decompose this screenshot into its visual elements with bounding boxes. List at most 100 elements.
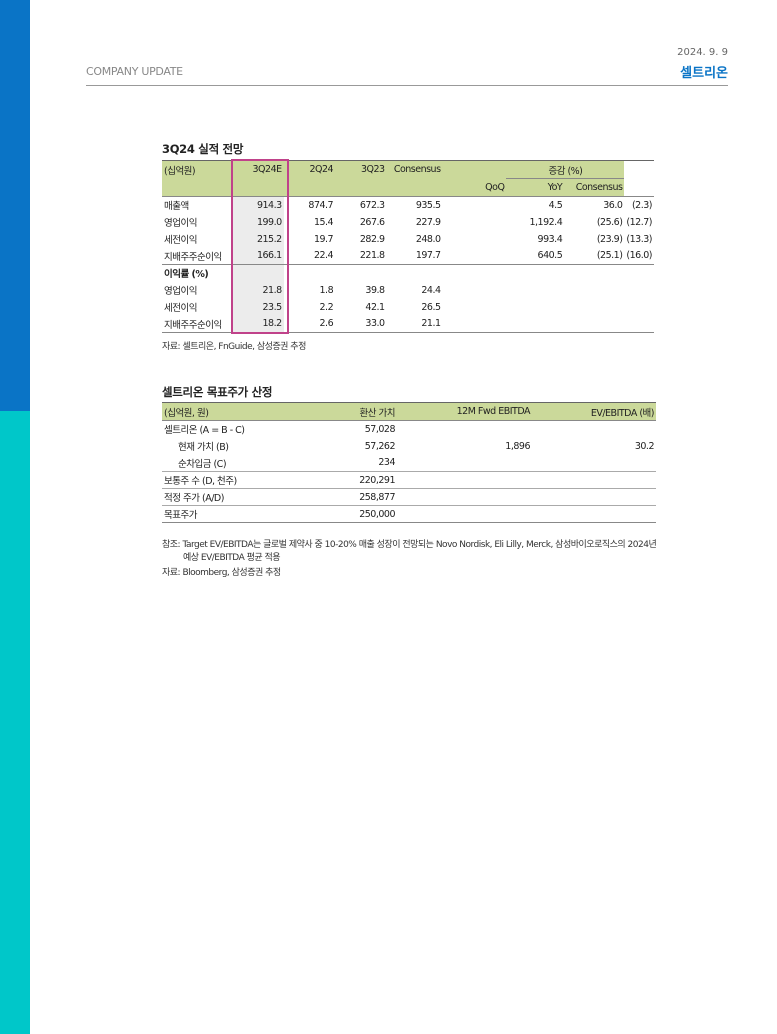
table-cell (532, 421, 656, 438)
table-cell: 30.2 (634, 440, 655, 452)
highlight-box (231, 159, 289, 334)
table-cell: 282.9 (359, 233, 385, 245)
table-cell (397, 421, 532, 438)
table-cell: 셀트리온 (A = B - C) (164, 425, 245, 437)
table-row: 목표주가 250,000 (162, 506, 656, 523)
col-header: 3Q24E (230, 160, 284, 179)
col-header: 2Q24 (283, 160, 336, 179)
table-cell: 영업이익 (164, 286, 197, 297)
table-cell: 57,262 (364, 440, 396, 452)
table-cell: 18.2 (230, 315, 284, 333)
table-cell (532, 455, 656, 472)
table-cell: (23.9) (596, 233, 623, 245)
table-cell (443, 214, 507, 231)
table-cell: 248.0 (415, 233, 441, 245)
table2-title: 셀트리온 목표주가 산정 (162, 385, 273, 399)
table-row: 영업이익 199.0 15.4 267.6 227.9 1,192.4 (25.6) (12.… (162, 213, 654, 231)
table-cell: 39.8 (365, 284, 385, 296)
col-header: (십억원, 원) (162, 402, 292, 421)
table-row: 적정 주가 (A/D) 258,877 (162, 489, 656, 506)
section-row: 이익률 (%) (162, 264, 654, 282)
table-cell (506, 299, 564, 316)
table-cell: 672.3 (359, 199, 385, 211)
table-cell (532, 472, 656, 489)
side-bar-bottom (0, 411, 30, 1034)
table-row: 세전이익 23.5 2.2 42.1 26.5 (162, 298, 654, 316)
table-cell (624, 316, 654, 333)
table-cell: 현재 가치 (B) (178, 442, 229, 453)
table2-source: 자료: Bloomberg, 삼성증권 추정 (162, 568, 281, 578)
table-cell: 935.5 (415, 199, 441, 211)
table-row: 셀트리온 (A = B - C) 57,028 (162, 421, 656, 438)
col-header: 12M Fwd EBITDA (397, 402, 532, 421)
table-cell (506, 265, 564, 282)
table-cell: 19.7 (313, 233, 334, 245)
table-cell: 993.4 (537, 233, 563, 245)
table-cell (397, 506, 532, 523)
table-cell (443, 299, 507, 316)
table-cell: (25.1) (596, 250, 623, 262)
table-cell: 24.4 (421, 284, 441, 296)
table-cell: (13.3) (626, 233, 652, 245)
section-label: COMPANY UPDATE (86, 65, 183, 78)
table-cell: 순차입금 (C) (178, 458, 227, 470)
table-cell: 영업이익 (164, 218, 197, 229)
table-cell: 640.5 (537, 250, 563, 262)
unit-label: (십억원) (162, 160, 231, 179)
table-cell: 220,291 (359, 474, 395, 486)
table-cell (443, 231, 507, 248)
table-row: 세전이익 215.2 19.7 282.9 248.0 993.4 (23.9) (13.3) (162, 230, 654, 248)
table-cell: 2.6 (319, 318, 334, 330)
table-cell (532, 506, 656, 523)
table-cell: 197.7 (415, 250, 441, 262)
col-header: EV/EBITDA (배) (532, 402, 656, 421)
table-row: 현재 가치 (B) 57,262 1,896 30.2 (162, 438, 656, 455)
table1-source: 자료: 셀트리온, FnGuide, 삼성증권 추정 (162, 342, 306, 352)
table-cell (506, 282, 564, 299)
table-cell (532, 489, 656, 506)
table-cell (506, 316, 564, 333)
table-cell: (16.0) (626, 250, 652, 262)
table-cell: 42.1 (365, 301, 385, 313)
table-cell: 33.0 (365, 318, 385, 330)
table-cell: 914.3 (230, 196, 284, 214)
table-cell: 1,896 (505, 440, 530, 452)
table-cell (564, 316, 624, 333)
company-name: 셀트리온 (680, 66, 728, 81)
table-row: 순차입금 (C) 234 (162, 455, 656, 472)
table-cell: 221.8 (359, 250, 385, 262)
table-row: 지배주주순이익 166.1 22.4 221.8 197.7 640.5 (25.1) (16… (162, 247, 654, 265)
col-header: QoQ (442, 178, 507, 197)
report-date: 2024. 9. 9 (677, 47, 728, 58)
table-cell: 2.2 (319, 301, 334, 313)
table-cell (443, 197, 507, 214)
table2-note: 참조: Target EV/EBITDA는 글로벌 제약사 중 10-20% 매… (162, 540, 657, 550)
table-cell: 258,877 (359, 491, 395, 503)
table-cell: 1,192.4 (529, 216, 563, 228)
table-cell: (25.6) (596, 216, 623, 228)
table-cell: 목표주가 (164, 510, 197, 521)
earnings-table: (십억원) 3Q24E 2Q24 3Q23 Consensus 증감 (%) QoQ YoY… (162, 160, 654, 333)
table-cell: 21.1 (421, 318, 441, 330)
table-cell: 36.0 (603, 199, 623, 211)
table-row: 매출액 914.3 874.7 672.3 935.5 4.5 36.0 (2.3) (162, 196, 654, 214)
table-cell (564, 282, 624, 299)
table-cell: 세전이익 (164, 303, 197, 314)
table-cell: 215.2 (230, 230, 284, 248)
table-cell (230, 264, 284, 282)
table-cell (564, 265, 624, 282)
table-cell: 57,028 (364, 423, 396, 435)
table-cell: (2.3) (631, 199, 653, 211)
col-header: 환산 가치 (292, 402, 397, 421)
table-cell: 22.4 (313, 250, 334, 262)
col-header: Consensus (386, 160, 443, 179)
table-cell: 166.1 (230, 247, 284, 265)
table-cell (564, 299, 624, 316)
table-cell (443, 282, 507, 299)
table-row: 보통주 수 (D, 천주) 220,291 (162, 472, 656, 489)
table-cell: 23.5 (230, 298, 284, 316)
table-cell: 227.9 (415, 216, 441, 228)
table-cell (443, 248, 507, 265)
table-cell (397, 455, 532, 472)
target-price-table: (십억원, 원) 환산 가치 12M Fwd EBITDA EV/EBITDA (배)… (162, 402, 656, 523)
